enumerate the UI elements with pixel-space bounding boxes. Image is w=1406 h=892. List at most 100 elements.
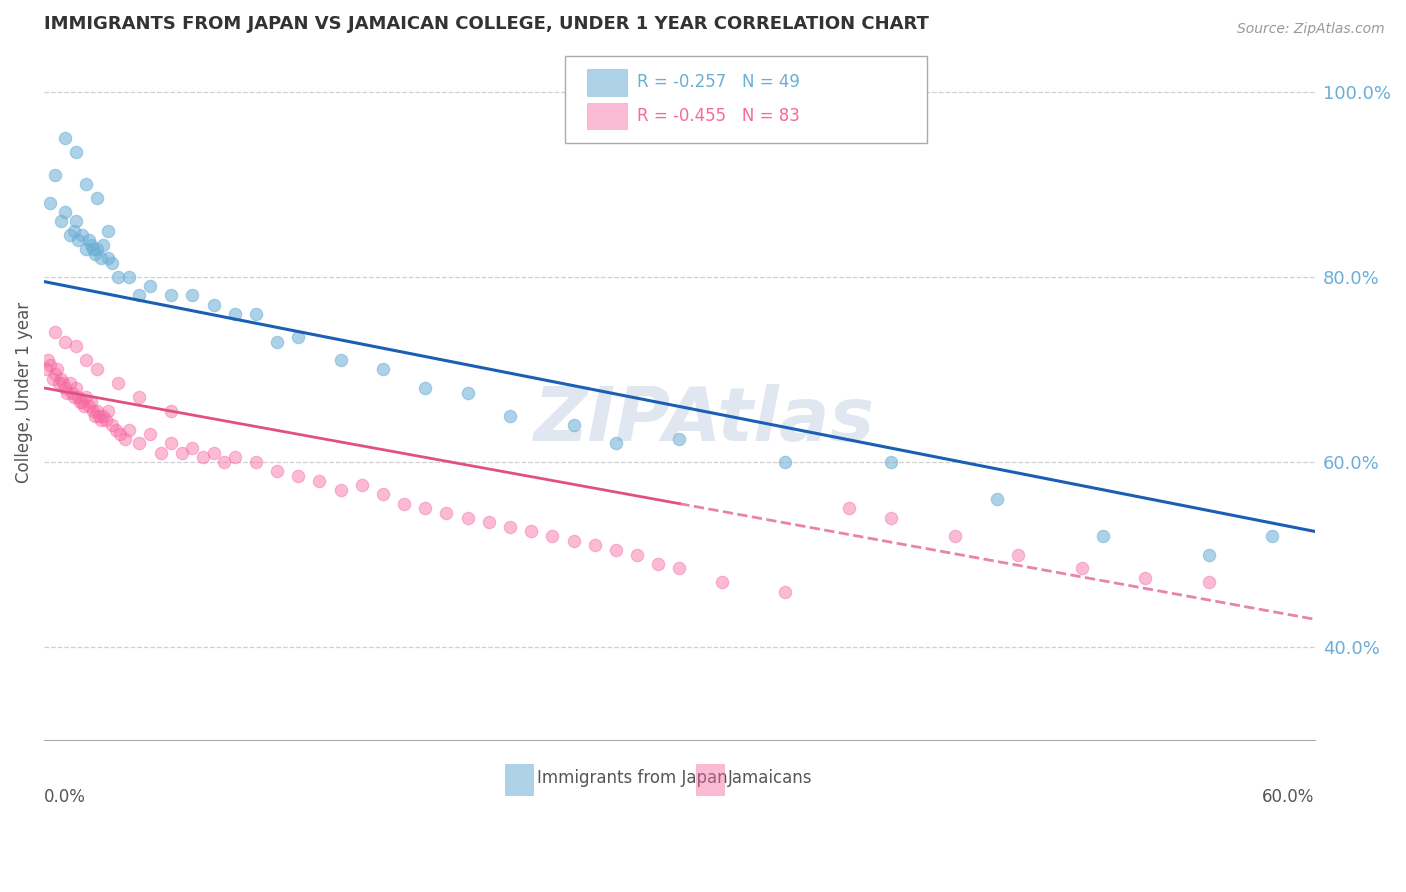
- Point: [710, 575, 733, 590]
- Point: [838, 501, 860, 516]
- Point: [101, 256, 124, 270]
- Point: [1135, 571, 1157, 585]
- Point: [562, 533, 585, 548]
- Point: [65, 145, 87, 159]
- Point: [1091, 529, 1114, 543]
- Text: Immigrants from Japan: Immigrants from Japan: [537, 769, 728, 787]
- Point: [128, 390, 150, 404]
- Point: [128, 436, 150, 450]
- Text: Jamaicans: Jamaicans: [728, 769, 813, 787]
- Point: [1007, 548, 1029, 562]
- Point: [52, 376, 75, 391]
- Point: [53, 381, 76, 395]
- Point: [775, 455, 797, 469]
- Bar: [586, 70, 627, 95]
- Point: [56, 385, 79, 400]
- Point: [97, 224, 120, 238]
- Point: [49, 372, 72, 386]
- Point: [86, 404, 108, 418]
- Y-axis label: College, Under 1 year: College, Under 1 year: [15, 302, 32, 483]
- Point: [202, 446, 225, 460]
- Text: 60.0%: 60.0%: [1263, 789, 1315, 806]
- Point: [84, 409, 107, 423]
- Text: R = -0.455   N = 83: R = -0.455 N = 83: [637, 107, 800, 125]
- Point: [329, 353, 352, 368]
- Point: [128, 288, 150, 302]
- Point: [149, 446, 172, 460]
- Point: [114, 432, 136, 446]
- Point: [160, 404, 183, 418]
- Point: [371, 487, 394, 501]
- Bar: [586, 103, 627, 129]
- Point: [53, 334, 76, 349]
- Point: [287, 468, 309, 483]
- Point: [70, 228, 93, 243]
- Point: [1198, 548, 1220, 562]
- Point: [139, 427, 162, 442]
- Point: [160, 288, 183, 302]
- FancyBboxPatch shape: [565, 56, 927, 143]
- Point: [44, 367, 66, 381]
- Point: [105, 423, 128, 437]
- Point: [1261, 529, 1284, 543]
- Point: [75, 353, 97, 368]
- Point: [75, 242, 97, 256]
- Point: [75, 178, 97, 192]
- Point: [65, 381, 87, 395]
- Point: [160, 436, 183, 450]
- Point: [35, 362, 58, 376]
- Point: [139, 279, 162, 293]
- Point: [224, 307, 246, 321]
- Point: [478, 515, 501, 529]
- Point: [413, 501, 436, 516]
- Point: [880, 510, 903, 524]
- Point: [101, 417, 124, 432]
- Bar: [696, 764, 724, 795]
- Point: [605, 542, 627, 557]
- Point: [626, 548, 648, 562]
- Point: [308, 474, 330, 488]
- Point: [107, 269, 129, 284]
- Point: [1070, 561, 1092, 575]
- Point: [90, 413, 112, 427]
- Point: [37, 353, 59, 368]
- Point: [84, 247, 107, 261]
- Point: [90, 252, 112, 266]
- Point: [986, 491, 1008, 506]
- Point: [1198, 575, 1220, 590]
- Point: [583, 538, 606, 552]
- Point: [62, 224, 84, 238]
- Point: [60, 385, 83, 400]
- Point: [86, 191, 108, 205]
- Point: [266, 334, 288, 349]
- Point: [94, 413, 117, 427]
- Point: [93, 237, 115, 252]
- Point: [97, 252, 120, 266]
- Point: [44, 168, 66, 182]
- Point: [77, 233, 100, 247]
- Point: [44, 326, 66, 340]
- Point: [77, 400, 100, 414]
- Point: [80, 395, 103, 409]
- Text: ZIPAtlas: ZIPAtlas: [534, 384, 876, 457]
- Point: [775, 584, 797, 599]
- Point: [118, 423, 141, 437]
- Point: [371, 362, 394, 376]
- Point: [457, 510, 479, 524]
- Point: [224, 450, 246, 465]
- Point: [181, 441, 204, 455]
- Point: [668, 432, 690, 446]
- Point: [82, 404, 104, 418]
- Point: [605, 436, 627, 450]
- Point: [191, 450, 214, 465]
- Point: [499, 520, 522, 534]
- Point: [245, 307, 267, 321]
- Text: R = -0.257   N = 49: R = -0.257 N = 49: [637, 73, 800, 92]
- Point: [48, 376, 70, 391]
- Point: [118, 269, 141, 284]
- Point: [66, 233, 89, 247]
- Point: [65, 214, 87, 228]
- Point: [392, 497, 415, 511]
- Text: 0.0%: 0.0%: [44, 789, 86, 806]
- Point: [457, 385, 479, 400]
